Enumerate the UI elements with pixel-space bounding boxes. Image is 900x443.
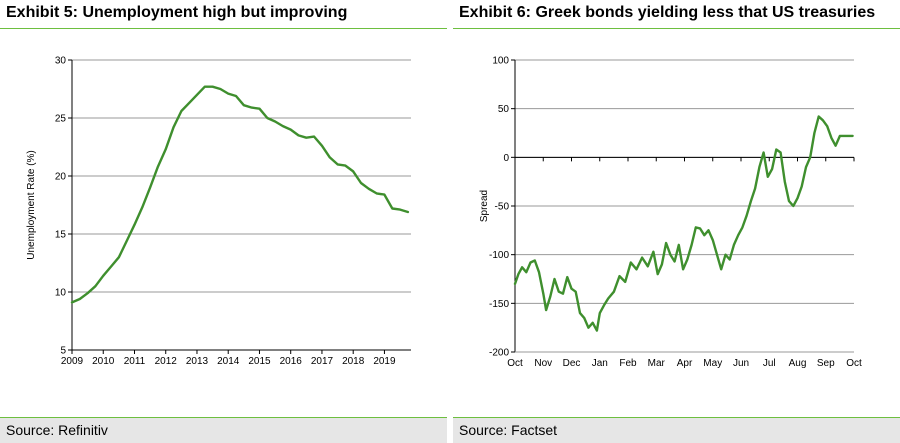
x-tick-label: 2011 — [124, 356, 146, 367]
x-tick-label: 2017 — [311, 356, 334, 367]
series-line — [70, 85, 410, 304]
x-tick-label: Mar — [648, 358, 666, 369]
x-tick-label: Feb — [619, 358, 637, 369]
y-tick-label: -200 — [489, 348, 509, 359]
y-tick-label: -100 — [489, 250, 509, 261]
y-tick-label: 20 — [55, 172, 67, 183]
x-tick-label: Jul — [763, 358, 776, 369]
right-chart-title: Exhibit 6: Greek bonds yielding less tha… — [459, 4, 876, 21]
x-tick-label: Aug — [789, 358, 807, 369]
x-tick-label: Oct — [846, 358, 862, 369]
y-tick-label: 50 — [498, 104, 510, 115]
x-tick-label: Dec — [563, 358, 581, 369]
x-tick-label: 2009 — [61, 356, 84, 367]
x-tick-label: Jun — [733, 358, 749, 369]
left-source-rule — [0, 417, 447, 418]
x-tick-label: 2013 — [186, 356, 209, 367]
x-tick-label: May — [703, 358, 722, 369]
y-tick-label: -50 — [495, 202, 510, 213]
x-tick-label: 2018 — [342, 356, 365, 367]
x-tick-label: 2019 — [373, 356, 396, 367]
x-tick-label: 2016 — [280, 356, 303, 367]
left-title-rule — [0, 28, 447, 29]
right-panel: Exhibit 6: Greek bonds yielding less tha… — [453, 0, 900, 443]
x-tick-label: Sep — [817, 358, 835, 369]
series-line — [513, 115, 854, 332]
y-tick-label: 5 — [60, 346, 66, 357]
y-axis-title: Unemployment Rate (%) — [26, 150, 37, 259]
unemployment-chart: 5 10 15 20 25 30 2009 2010 2011 2012 2013 2014 2015 2… — [26, 56, 411, 367]
y-tick-label: -150 — [489, 299, 509, 310]
left-source: Source: Refinitiv — [0, 418, 447, 443]
y-tick-label: 0 — [503, 153, 509, 164]
right-source-rule — [453, 417, 900, 418]
y-tick-label: 10 — [55, 288, 67, 299]
x-tick-label: Oct — [507, 358, 523, 369]
left-chart-title: Exhibit 5: Unemployment high but improvi… — [6, 4, 348, 21]
right-title-rule — [453, 28, 900, 29]
y-axis-title: Spread — [479, 190, 490, 222]
x-tick-label: 2012 — [155, 356, 178, 367]
x-tick-label: 2014 — [217, 356, 240, 367]
spread-chart: -200 -150 -100 -50 0 50 100 Oct Nov Dec Jan Feb Mar A… — [479, 56, 862, 370]
y-tick-label: 15 — [55, 230, 67, 241]
right-source: Source: Factset — [453, 418, 900, 443]
y-tick-label: 100 — [492, 56, 509, 67]
y-tick-label: 30 — [55, 56, 67, 67]
y-tick-label: 25 — [55, 114, 67, 125]
x-tick-label: Jan — [592, 358, 608, 369]
x-tick-label: Nov — [534, 358, 552, 369]
x-tick-label: 2010 — [92, 356, 115, 367]
left-panel: Exhibit 5: Unemployment high but improvi… — [0, 0, 447, 443]
x-tick-label: Apr — [677, 358, 693, 369]
x-tick-label: 2015 — [248, 356, 271, 367]
